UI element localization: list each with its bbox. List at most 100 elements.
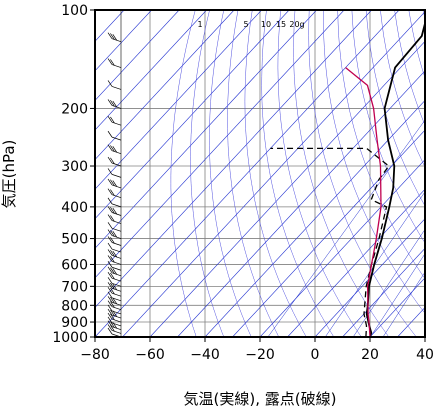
wind-barb [107,266,122,277]
wind-barb-staff [111,86,122,90]
sounding-series [270,20,425,337]
wind-barb-feather [107,178,113,186]
wind-barb-feather [110,313,115,321]
dewpoint-line [270,147,390,337]
wind-barb-feather [107,130,113,138]
y-tick-label: 300 [61,159,88,175]
wind-barb [107,236,122,246]
wind-barb-feather [112,268,118,275]
wind-barb [107,206,122,216]
dry-adiabat-line [323,10,425,314]
wind-barb-feather [110,296,115,304]
pressure-temperature-grid [95,10,425,337]
dry-adiabat-line [293,10,390,337]
isotherm-line [95,10,235,161]
isotherm-line [287,188,425,337]
isotherm-line [369,277,425,337]
x-tick-label: −60 [135,347,165,363]
y-tick-label: 600 [61,257,88,273]
wind-barb-feather [110,301,115,308]
wind-barb [107,222,122,232]
isotherm-line [95,10,290,220]
wind-barb-staff [111,297,122,302]
y-tick-label: 400 [61,200,88,216]
wind-barb-staff [111,174,122,178]
x-tick-label: 20 [361,347,379,363]
x-tick-label: −20 [245,347,275,363]
wind-barb [107,156,122,167]
wind-barb-feather [110,321,115,328]
wind-barb-feather [107,300,113,307]
x-tick-label: 40 [416,347,434,363]
wind-barb-feather [107,296,113,303]
wind-barb-feather [107,206,113,213]
wind-barb [107,99,122,109]
wind-barb-feather [107,324,113,331]
wind-barb-staff [111,292,122,297]
y-tick-label: 500 [61,232,88,248]
dry-adiabat-line [190,10,225,337]
wind-barb-feather [107,156,113,164]
mixing-ratio-label: 15 [276,20,286,29]
wind-barbs [107,10,122,337]
wind-barb-feather [107,58,113,65]
isotherm-line [95,10,317,249]
y-tick-label: 200 [61,101,88,117]
isotherm-line [95,10,152,72]
wind-barb-feather [110,59,115,66]
isotherm-line [259,159,425,337]
x-axis-ticks: −80 −60 −40 −20 0 20 40 [80,337,434,363]
wind-barb-feather [107,168,113,175]
wind-barb-staff [111,220,122,224]
wind-barb [107,300,122,311]
wind-barb-feather [110,215,115,222]
wind-barb-staff [111,242,122,246]
wind-barb-feather [110,179,115,186]
isotherm-line [342,247,425,337]
wind-barb [107,242,122,253]
isotherm-line [232,129,425,337]
wind-barb-staff [111,248,122,253]
wind-barb [107,168,122,178]
wind-barb-staff [111,306,122,311]
isotherm-line [122,11,425,337]
y-tick-label: 700 [61,279,88,295]
mixing-ratio-line [382,271,425,337]
wind-barb-feather [110,309,115,317]
wind-barb-staff [111,203,122,208]
wind-barb-feather [110,250,115,257]
mixing-ratio-labels: 1 5 10 15 20g [197,20,304,29]
wind-barb-feather [112,34,118,41]
wind-barb-feather [107,144,113,151]
y-axis-title: 気圧(hPa) [0,140,18,209]
wind-barb-feather [107,80,113,87]
wind-barb [107,312,122,323]
wind-barb [107,286,122,297]
wind-barb-staff [111,283,122,287]
wind-barb-feather [112,146,118,153]
mixing-ratio-line [267,119,425,337]
wind-barb-feather [107,282,113,289]
wind-barb-feather [107,327,113,335]
wind-barb [107,144,122,154]
dry-adiabat-line [365,10,425,207]
wind-barb-staff [111,121,122,126]
wind-barb-feather [110,282,115,290]
wind-barb [107,58,122,68]
wind-barb [107,80,122,90]
isotherm-line [95,10,262,190]
mixing-ratio-line [325,191,425,337]
wind-barb-staff [111,266,122,271]
dry-adiabat-line [170,10,197,337]
isotherm-line [95,10,207,131]
wind-barb-feather [112,283,118,291]
wind-barb [107,271,122,282]
wind-barb-feather [110,33,115,40]
wind-barb-feather [112,100,118,108]
dry-adiabat-line [244,10,307,337]
wind-barb [107,188,122,199]
wind-barb-feather [107,304,113,312]
x-tick-label: 0 [311,347,320,363]
wind-barb-feather [112,250,118,258]
isotherm-line [314,218,425,337]
